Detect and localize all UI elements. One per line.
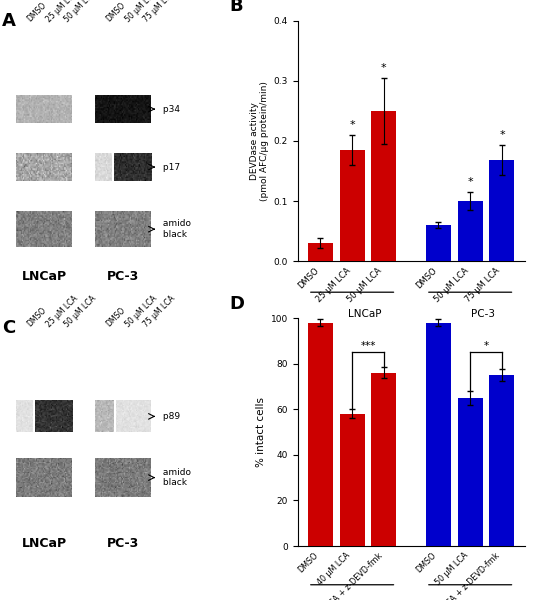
Text: 25 μM LCA: 25 μM LCA <box>44 294 79 329</box>
Text: DMSO: DMSO <box>104 306 127 329</box>
Text: p34: p34 <box>161 104 181 113</box>
Text: p89: p89 <box>161 412 181 421</box>
Text: PC-3: PC-3 <box>471 309 494 319</box>
Text: p17: p17 <box>161 163 181 172</box>
Bar <box>426 323 451 546</box>
Bar <box>490 160 514 261</box>
Text: LNCaP: LNCaP <box>22 536 67 550</box>
Text: DMSO: DMSO <box>104 1 127 23</box>
Bar <box>308 243 333 261</box>
Bar <box>458 398 483 546</box>
Text: *: * <box>484 341 489 351</box>
Text: 25 μM LCA: 25 μM LCA <box>44 0 79 23</box>
Bar <box>426 225 451 261</box>
Text: C: C <box>2 319 16 337</box>
Bar <box>340 150 365 261</box>
Bar <box>308 323 333 546</box>
Text: amido
 black: amido black <box>161 220 192 239</box>
Text: *: * <box>467 177 473 187</box>
Text: 75 μM LCA: 75 μM LCA <box>142 0 177 23</box>
Text: A: A <box>2 13 16 31</box>
Text: LNCaP: LNCaP <box>348 309 381 319</box>
Text: ***: *** <box>360 341 375 351</box>
Bar <box>490 375 514 546</box>
Bar <box>372 373 397 546</box>
Y-axis label: % intact cells: % intact cells <box>256 397 266 467</box>
Text: 50 μM LCA: 50 μM LCA <box>63 0 98 23</box>
Bar <box>340 414 365 546</box>
Text: 50 μM LCA: 50 μM LCA <box>123 0 159 23</box>
Text: 50 μM LCA: 50 μM LCA <box>123 293 159 329</box>
Bar <box>458 201 483 261</box>
Text: *: * <box>499 130 505 140</box>
Text: 50 μM LCA: 50 μM LCA <box>63 293 98 329</box>
Text: D: D <box>229 295 245 313</box>
Text: DMSO: DMSO <box>25 306 48 329</box>
Text: *: * <box>349 120 355 130</box>
Y-axis label: DEVDase activity
(pmol AFC/μg protein/min): DEVDase activity (pmol AFC/μg protein/mi… <box>250 81 269 201</box>
Text: B: B <box>229 0 243 15</box>
Text: DMSO: DMSO <box>25 1 48 23</box>
Text: *: * <box>381 63 387 73</box>
Text: LNCaP: LNCaP <box>22 270 67 283</box>
Text: amido
 black: amido black <box>161 468 192 487</box>
Text: PC-3: PC-3 <box>107 270 140 283</box>
Text: 75 μM LCA: 75 μM LCA <box>142 293 177 329</box>
Text: PC-3: PC-3 <box>107 536 140 550</box>
Bar <box>372 111 397 261</box>
